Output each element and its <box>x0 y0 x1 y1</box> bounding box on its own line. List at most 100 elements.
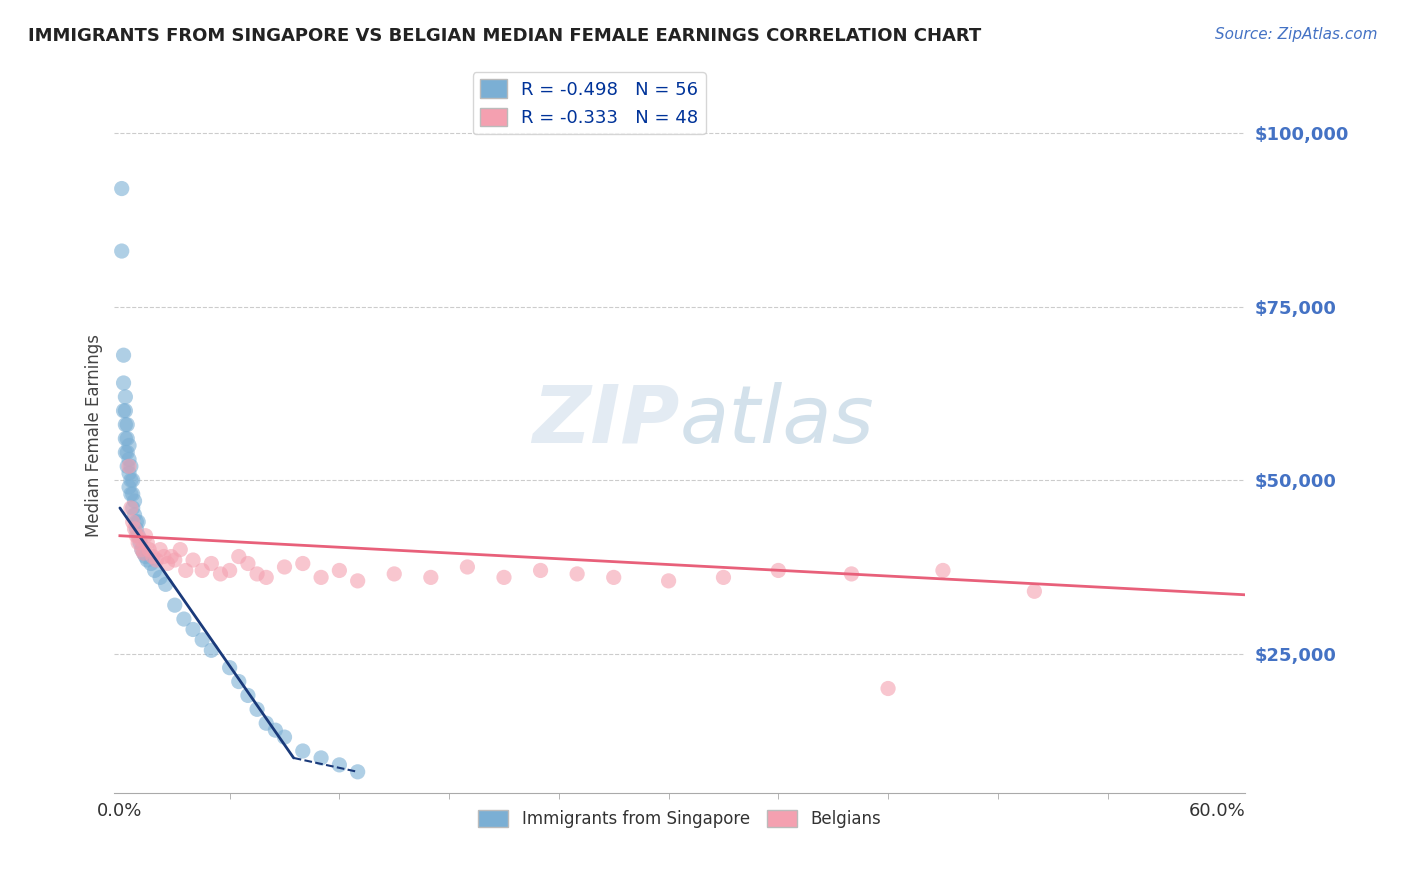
Point <box>156 557 179 571</box>
Point <box>114 445 136 459</box>
Point <box>246 566 269 581</box>
Point <box>492 570 515 584</box>
Point <box>129 535 152 549</box>
Point <box>181 553 204 567</box>
Point <box>209 566 232 581</box>
Legend: Immigrants from Singapore, Belgians: Immigrants from Singapore, Belgians <box>472 803 887 834</box>
Point <box>1024 584 1046 599</box>
Point <box>246 702 269 716</box>
Point <box>121 515 143 529</box>
Point <box>112 403 135 417</box>
Point <box>328 564 350 578</box>
Point <box>149 542 172 557</box>
Y-axis label: Median Female Earnings: Median Female Earnings <box>86 334 103 537</box>
Point <box>877 681 900 696</box>
Point <box>328 757 350 772</box>
Point <box>264 723 287 738</box>
Point <box>603 570 626 584</box>
Point <box>309 570 332 584</box>
Point <box>121 500 143 515</box>
Point <box>127 529 149 543</box>
Point <box>382 566 405 581</box>
Point <box>118 452 141 467</box>
Text: atlas: atlas <box>679 382 875 459</box>
Text: Source: ZipAtlas.com: Source: ZipAtlas.com <box>1215 27 1378 42</box>
Point <box>127 535 149 549</box>
Point <box>120 487 142 501</box>
Point <box>115 432 138 446</box>
Point <box>131 542 153 557</box>
Point <box>254 570 277 584</box>
Point <box>127 515 149 529</box>
Point <box>118 459 141 474</box>
Point <box>111 181 134 195</box>
Point <box>309 751 332 765</box>
Point <box>236 689 259 703</box>
Point <box>529 564 551 578</box>
Point <box>160 549 183 564</box>
Point <box>236 557 259 571</box>
Point <box>254 716 277 731</box>
Point <box>658 574 681 588</box>
Point <box>143 564 166 578</box>
Point <box>125 529 148 543</box>
Point <box>134 529 156 543</box>
Point <box>565 566 588 581</box>
Point <box>125 522 148 536</box>
Point <box>173 612 195 626</box>
Point <box>125 515 148 529</box>
Point <box>120 473 142 487</box>
Point <box>129 532 152 546</box>
Point <box>136 553 159 567</box>
Point <box>218 564 240 578</box>
Point <box>273 560 295 574</box>
Point <box>169 542 191 557</box>
Point <box>145 553 167 567</box>
Point <box>841 566 863 581</box>
Point <box>273 730 295 744</box>
Point <box>115 445 138 459</box>
Point <box>419 570 441 584</box>
Point <box>163 598 186 612</box>
Point <box>218 661 240 675</box>
Point <box>120 459 142 474</box>
Point <box>114 390 136 404</box>
Point <box>228 674 250 689</box>
Point <box>932 564 955 578</box>
Point <box>291 744 314 758</box>
Point <box>132 546 155 560</box>
Point <box>346 574 368 588</box>
Point <box>118 467 141 481</box>
Point <box>200 643 222 657</box>
Point <box>118 438 141 452</box>
Text: ZIP: ZIP <box>533 382 679 459</box>
Point <box>121 473 143 487</box>
Point <box>163 553 186 567</box>
Point <box>456 560 478 574</box>
Point <box>112 348 135 362</box>
Point <box>200 557 222 571</box>
Point <box>174 564 197 578</box>
Point <box>114 403 136 417</box>
Point <box>181 623 204 637</box>
Point <box>131 542 153 557</box>
Point <box>152 549 174 564</box>
Point <box>136 535 159 549</box>
Point <box>191 632 214 647</box>
Point <box>346 764 368 779</box>
Point <box>138 542 160 557</box>
Point <box>115 417 138 432</box>
Point <box>228 549 250 564</box>
Point <box>112 376 135 390</box>
Point <box>114 417 136 432</box>
Point <box>121 487 143 501</box>
Point <box>124 494 146 508</box>
Text: IMMIGRANTS FROM SINGAPORE VS BELGIAN MEDIAN FEMALE EARNINGS CORRELATION CHART: IMMIGRANTS FROM SINGAPORE VS BELGIAN MED… <box>28 27 981 45</box>
Point <box>124 522 146 536</box>
Point <box>142 549 165 564</box>
Point <box>768 564 790 578</box>
Point <box>111 244 134 258</box>
Point <box>134 549 156 564</box>
Point <box>115 459 138 474</box>
Point <box>124 508 146 522</box>
